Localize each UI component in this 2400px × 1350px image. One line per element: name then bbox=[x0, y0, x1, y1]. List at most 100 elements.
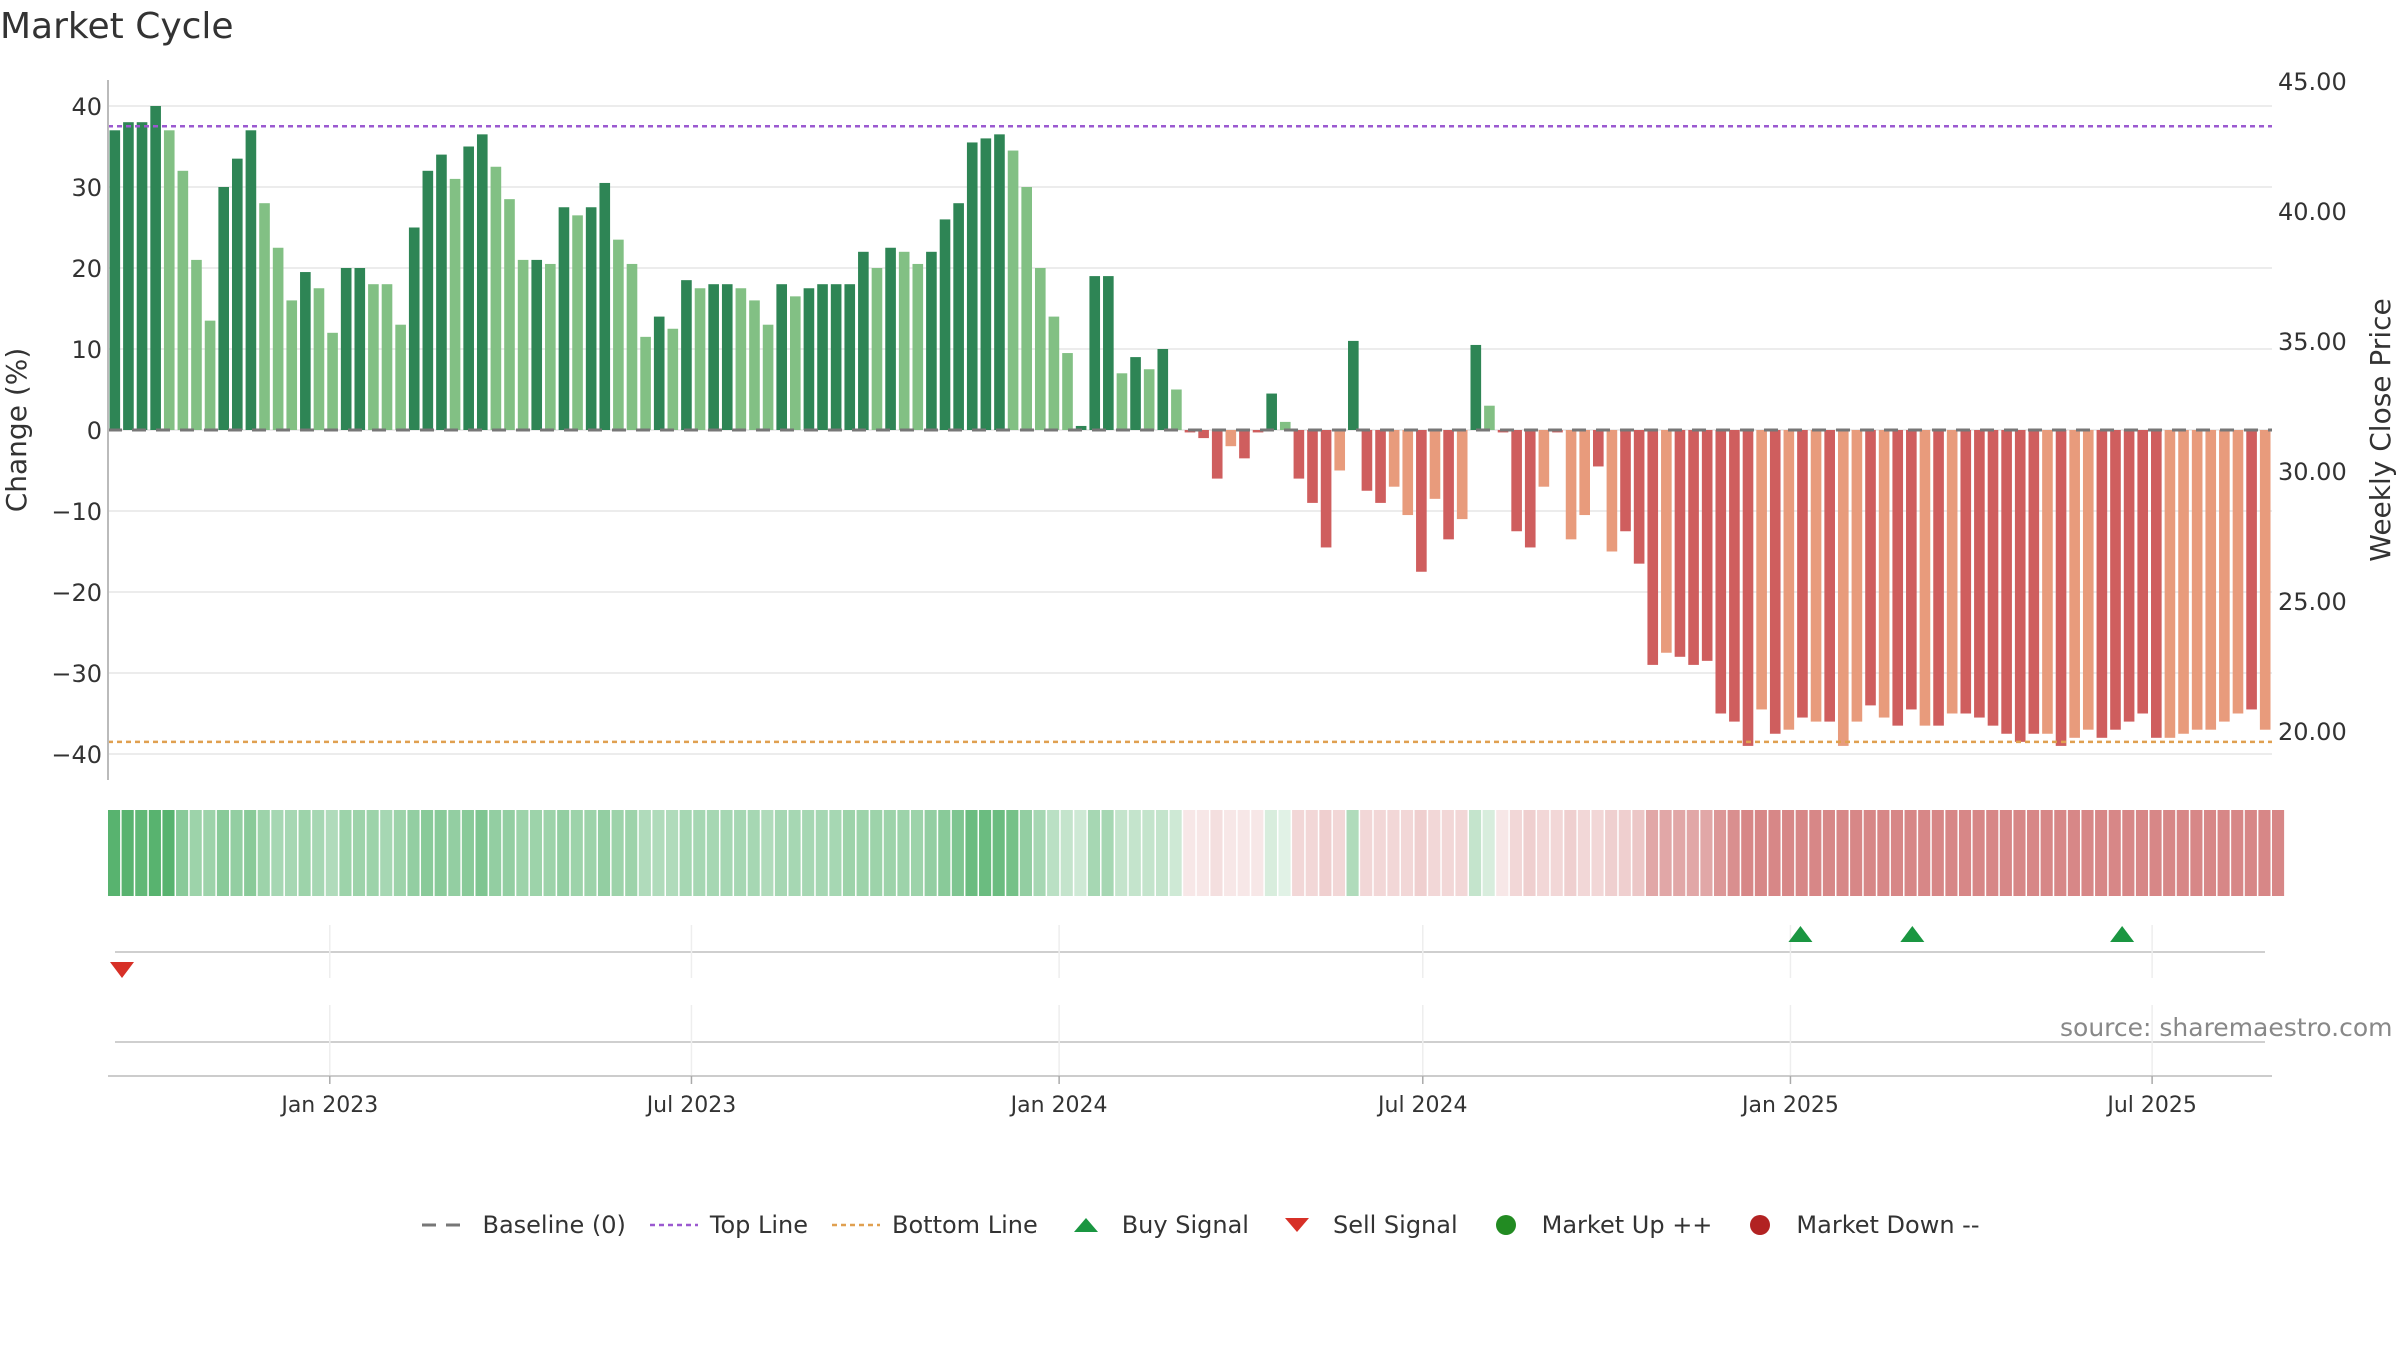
strip-cell bbox=[1550, 810, 1563, 896]
change-bar bbox=[1974, 430, 1985, 718]
change-bar bbox=[272, 247, 284, 430]
change-bar bbox=[1456, 430, 1468, 520]
change-bar bbox=[1688, 430, 1699, 665]
change-bar bbox=[1919, 430, 1931, 726]
strip-cell bbox=[1441, 810, 1454, 896]
strip-cell bbox=[693, 810, 706, 896]
strip-cell bbox=[1278, 810, 1291, 896]
strip-cell bbox=[162, 810, 175, 896]
strip-cell bbox=[965, 810, 978, 896]
strip-cell bbox=[1537, 810, 1550, 896]
change-bar bbox=[1279, 421, 1291, 430]
y-axis-title: Change (%) bbox=[0, 348, 33, 513]
change-bar bbox=[1565, 430, 1577, 540]
change-bar bbox=[735, 288, 747, 430]
change-bar bbox=[1742, 430, 1754, 746]
strip-cell bbox=[1659, 810, 1672, 896]
strip-cell bbox=[1142, 810, 1155, 896]
strip-cell bbox=[570, 810, 583, 896]
strip-cell bbox=[1782, 810, 1795, 896]
strip-cell bbox=[366, 810, 379, 896]
strip-cell bbox=[1183, 810, 1196, 896]
change-bar bbox=[2110, 430, 2121, 730]
strip-cell bbox=[1877, 810, 1890, 896]
strip-cell bbox=[1387, 810, 1400, 896]
change-bar bbox=[504, 199, 515, 430]
strip-cell bbox=[652, 810, 665, 896]
change-bar bbox=[2259, 430, 2271, 730]
strip-cell bbox=[529, 810, 543, 896]
strip-cell bbox=[1019, 810, 1032, 896]
change-bar bbox=[926, 251, 937, 430]
strip-cell bbox=[1115, 810, 1128, 896]
strip-cell bbox=[1482, 810, 1495, 896]
change-bar bbox=[1320, 430, 1332, 548]
strip-cell bbox=[189, 810, 202, 896]
strip-cell bbox=[1414, 810, 1427, 896]
strip-cell bbox=[1958, 810, 1972, 896]
strip-cell bbox=[1700, 810, 1713, 896]
change-bar bbox=[1293, 430, 1305, 479]
change-bar bbox=[2014, 430, 2026, 742]
right-tick-label: 40.00 bbox=[2278, 198, 2347, 226]
change-bar bbox=[1878, 430, 1890, 718]
strip-cell bbox=[1727, 810, 1740, 896]
change-bar bbox=[136, 122, 148, 430]
strip-cell bbox=[108, 810, 121, 896]
change-bar bbox=[231, 158, 243, 430]
strip-cell bbox=[951, 810, 964, 896]
strip-cell bbox=[897, 810, 910, 896]
strip-cell bbox=[1305, 810, 1318, 896]
change-bar bbox=[150, 106, 161, 430]
change-bar bbox=[1048, 316, 1060, 430]
strip-cell bbox=[257, 810, 270, 896]
change-bar bbox=[790, 296, 801, 430]
strip-cell bbox=[1605, 810, 1618, 896]
change-bar bbox=[1443, 430, 1454, 540]
change-bar bbox=[177, 170, 189, 431]
change-bar bbox=[667, 328, 679, 430]
baseline-legend-symbol bbox=[422, 1223, 471, 1227]
change-bar bbox=[558, 207, 570, 430]
change-bar bbox=[1810, 430, 1822, 722]
strip-cell bbox=[2272, 810, 2285, 896]
change-bar bbox=[1620, 430, 1631, 532]
change-bar bbox=[1987, 430, 1999, 726]
legend-item-buy: Buy Signal bbox=[1060, 1211, 1249, 1239]
legend-item-up: Market Up ++ bbox=[1480, 1211, 1712, 1239]
strip-cell bbox=[135, 810, 148, 896]
strip-cell bbox=[1373, 810, 1386, 896]
legend-item-bottom: Bottom Line bbox=[830, 1211, 1038, 1239]
sell-signal-marker bbox=[109, 962, 134, 978]
strip-cell bbox=[1673, 810, 1686, 896]
change-bar bbox=[1470, 344, 1482, 430]
change-bar bbox=[1592, 430, 1604, 467]
strip-cell bbox=[244, 810, 257, 896]
change-bar bbox=[436, 154, 447, 430]
change-bar bbox=[1361, 430, 1373, 491]
strip-cell bbox=[1496, 810, 1509, 896]
change-bar bbox=[1756, 430, 1767, 710]
strip-cell bbox=[1863, 810, 1876, 896]
strip-cell bbox=[734, 810, 747, 896]
change-bar bbox=[708, 284, 719, 430]
change-bar bbox=[871, 268, 883, 430]
change-bar bbox=[340, 268, 352, 430]
reference-lines bbox=[108, 125, 2272, 744]
strip-cell bbox=[1251, 810, 1264, 896]
strip-cell bbox=[1632, 810, 1645, 896]
change-bar bbox=[1171, 389, 1182, 430]
strip-cell bbox=[1850, 810, 1863, 896]
strip-cell bbox=[2258, 810, 2271, 896]
change-bar bbox=[286, 300, 298, 430]
change-bar bbox=[994, 134, 1005, 430]
y-tick-label: −40 bbox=[51, 741, 102, 769]
strip-cell bbox=[2108, 810, 2121, 896]
legend-label: Bottom Line bbox=[892, 1211, 1038, 1239]
strip-cell bbox=[284, 810, 298, 896]
strip-cell bbox=[203, 810, 216, 896]
change-bar bbox=[830, 284, 842, 430]
change-bar bbox=[123, 122, 134, 430]
strip-cell bbox=[666, 810, 679, 896]
change-bar bbox=[1416, 430, 1427, 572]
